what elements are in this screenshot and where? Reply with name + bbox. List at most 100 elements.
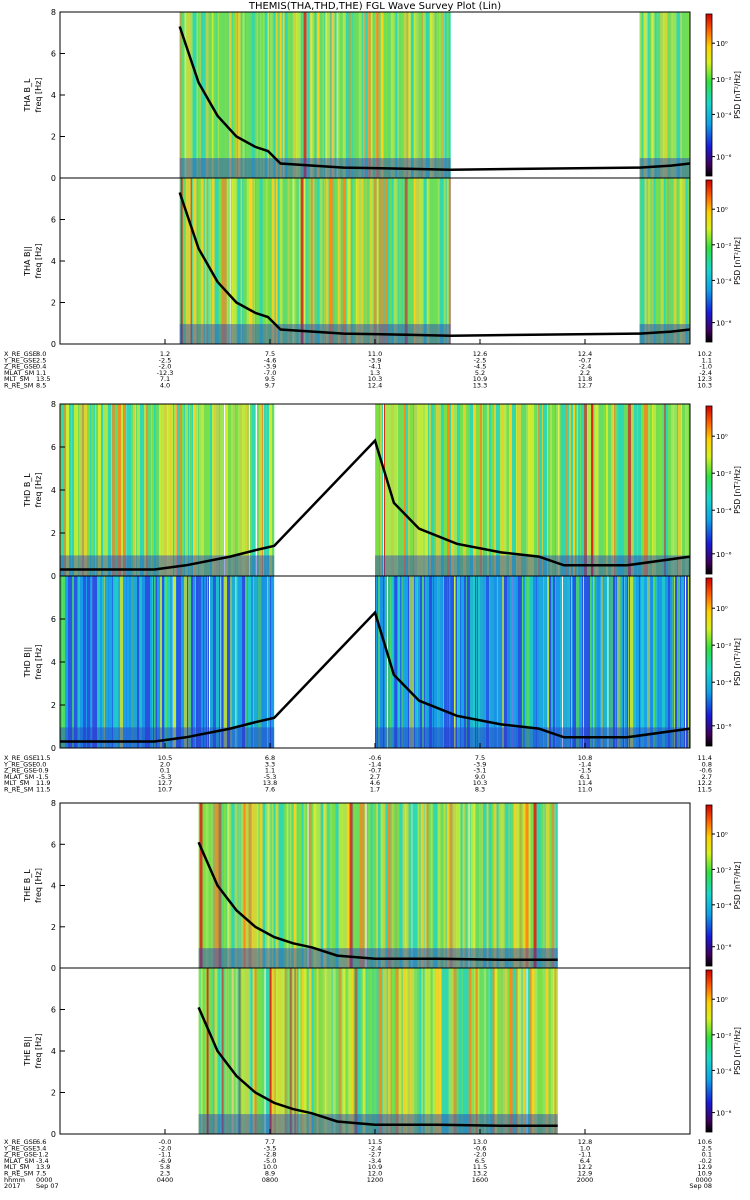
spectrogram-column [676,178,680,344]
spectrogram-column [126,404,128,576]
spectrogram-column [500,803,504,968]
spectrogram-column [380,12,384,178]
spectrogram-column [273,803,276,968]
ephemeris-value: 1.7 [370,786,380,794]
spectrogram-column [246,178,250,344]
spectrogram-column [587,404,588,576]
spectrogram-column [188,178,191,344]
spectrogram-column [487,968,489,1134]
y-axis-probe-label: THA B|| [23,246,32,277]
spectrogram-column [407,968,410,1134]
spectrogram-column [555,576,556,748]
spectrogram-column [279,178,283,344]
spectrogram-column [451,968,453,1134]
spectrogram-column [522,576,523,748]
ephemeris-value: 11.5 [36,754,50,762]
ephemeris-table: X_RE_GSEY_RE_GSEZ_RE_GSEMLAT_SMMLT_SMR_R… [3,350,712,390]
ephemeris-value: 6.6 [36,1138,46,1146]
spectrogram-column [106,576,108,748]
spectrogram-column [142,576,145,748]
spectrogram-column [603,576,604,748]
spectrogram-column [540,404,542,576]
spectrogram-column [310,12,313,178]
spectrogram-column [161,404,164,576]
spectrogram-column [91,576,92,748]
spectrogram-column [360,968,363,1134]
spectrogram-column [156,576,157,748]
spectrogram-column [494,968,498,1134]
data-gap-line [562,576,563,748]
spectrogram-column [280,803,283,968]
spectrogram-column [385,178,388,344]
y-tick-label: 4 [51,486,56,495]
spectrogram-column [669,404,671,576]
spectrogram-column [228,12,232,178]
spectrogram-column [510,803,514,968]
y-axis-label: freq [Hz] [34,868,43,903]
spectrogram-column [437,178,440,344]
ephemeris-value: 12.2 [698,779,712,787]
spectrogram-column [430,803,433,968]
spectrogram-column [228,968,232,1134]
spectrogram-column [466,404,468,576]
spectrogram-column [499,968,501,1134]
spectrogram-column [193,404,194,576]
spectrogram-column [481,803,483,968]
spectrogram-column [181,576,184,748]
ephemeris-value: -3.9 [474,760,487,768]
spectrogram-column [129,576,131,748]
y-tick-label: 4 [51,658,56,667]
ephemeris-row-label: X_RE_GSE [4,754,37,762]
spectrogram-column [485,803,487,968]
spectrogram-column [347,968,349,1134]
spectrogram-column [131,576,134,748]
spectrogram-column [226,968,228,1134]
spectrogram-column [396,178,398,344]
spectrogram-column [78,404,79,576]
spectrogram-column [170,576,172,748]
spectrogram-column [346,178,348,344]
spectrogram-column [491,404,494,576]
ephemeris-row-label: MLT_SM [4,1163,29,1171]
spectrogram-column [408,404,410,576]
spectrogram-column [576,404,577,576]
ephemeris-value: 6.5 [475,1157,485,1165]
spectrogram-column [334,12,337,178]
ephemeris-value: 0.1 [702,1151,712,1159]
spectrogram-column [230,178,232,344]
spectrogram-column [419,178,421,344]
spectrogram-column [219,576,220,748]
spectrogram-column [591,576,592,748]
spectrogram-column [460,404,463,576]
y-tick-label: 2 [51,529,56,538]
spectrogram-column [485,576,486,748]
spectrogram-column [338,803,342,968]
ephemeris-value: -4.6 [264,356,277,364]
spectrogram-column [455,803,458,968]
spectrogram-column [352,12,356,178]
spectrogram-column [236,12,238,178]
spectrogram-column [430,968,433,1134]
spectrogram-column [513,968,516,1134]
spectrogram-column [343,968,346,1134]
spectrogram-column [588,404,591,576]
spectrogram-column [475,576,476,748]
spectrogram-column [385,803,388,968]
spectrogram-column [666,404,668,576]
spectrogram-column [307,968,309,1134]
spectrogram-column [199,803,203,968]
spectrogram-column [542,404,543,576]
spectrogram-column [671,12,674,178]
spectrogram-column [268,576,270,748]
spectrogram-column [649,12,652,178]
spectrogram-column [399,803,403,968]
spectrogram-column [422,803,424,968]
spectrogram-column [580,404,581,576]
spectrogram-column [489,576,490,748]
spectrogram-column [353,968,355,1134]
spectrogram-column [219,404,220,576]
spectrogram-column [425,404,428,576]
spectrogram-column [118,404,121,576]
spectrogram-column [325,178,329,344]
spectrogram-column [173,404,174,576]
